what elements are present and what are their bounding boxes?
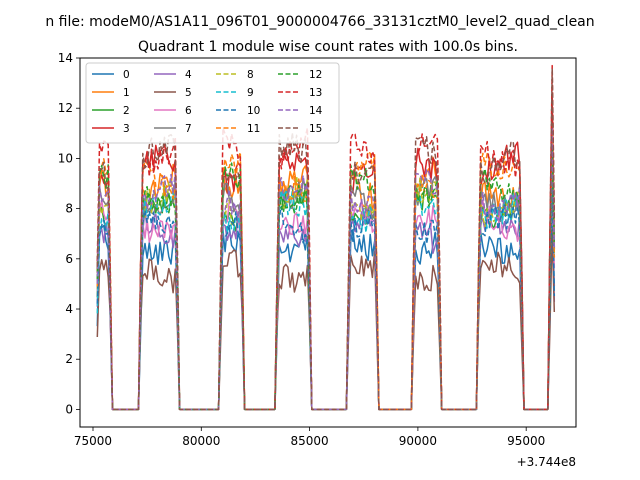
x-tick-label: 95000 bbox=[507, 434, 545, 448]
y-tick-label: 14 bbox=[58, 51, 73, 65]
legend-label: 15 bbox=[309, 123, 322, 135]
series-line-11 bbox=[96, 130, 556, 411]
y-tick-label: 8 bbox=[65, 202, 73, 216]
y-axis: 0 2 4 6 8 10 12 14 bbox=[58, 51, 80, 416]
legend-label: 5 bbox=[185, 87, 192, 99]
legend-label: 6 bbox=[185, 105, 192, 117]
series-line-14 bbox=[96, 127, 556, 411]
y-tick-label: 4 bbox=[65, 302, 73, 316]
x-offset-label: +3.744e8 bbox=[517, 455, 576, 469]
chart-title: Quadrant 1 module wise count rates with … bbox=[138, 39, 518, 55]
x-tick-label: 75000 bbox=[74, 434, 112, 448]
y-tick-label: 10 bbox=[58, 151, 73, 165]
x-tick-label: 85000 bbox=[290, 434, 328, 448]
x-tick-label: 80000 bbox=[182, 434, 220, 448]
y-tick-label: 2 bbox=[65, 352, 73, 366]
y-tick-label: 12 bbox=[58, 101, 73, 115]
legend-label: 1 bbox=[123, 87, 130, 99]
legend-label: 7 bbox=[185, 123, 192, 135]
legend-frame bbox=[85, 62, 340, 144]
y-tick-label: 6 bbox=[65, 252, 73, 266]
x-axis: 75000 80000 85000 90000 95000 bbox=[74, 427, 545, 448]
legend-label: 0 bbox=[123, 69, 130, 81]
legend-label: 4 bbox=[185, 69, 192, 81]
y-tick-label: 0 bbox=[65, 402, 73, 416]
legend-label: 14 bbox=[309, 105, 323, 117]
plot-frame bbox=[79, 57, 577, 428]
legend-label: 3 bbox=[123, 123, 130, 135]
figure-suptitle: n file: modeM0/AS1A11_096T01_9000004766_… bbox=[45, 14, 594, 30]
x-tick-label: 90000 bbox=[399, 434, 437, 448]
legend-label: 10 bbox=[247, 105, 260, 117]
legend-label: 11 bbox=[247, 123, 260, 135]
legend-label: 13 bbox=[309, 87, 322, 99]
legend-label: 9 bbox=[247, 87, 254, 99]
legend-label: 8 bbox=[247, 69, 254, 81]
legend-label: 2 bbox=[123, 105, 130, 117]
series-layer bbox=[96, 64, 556, 411]
legend-label: 12 bbox=[309, 69, 322, 81]
